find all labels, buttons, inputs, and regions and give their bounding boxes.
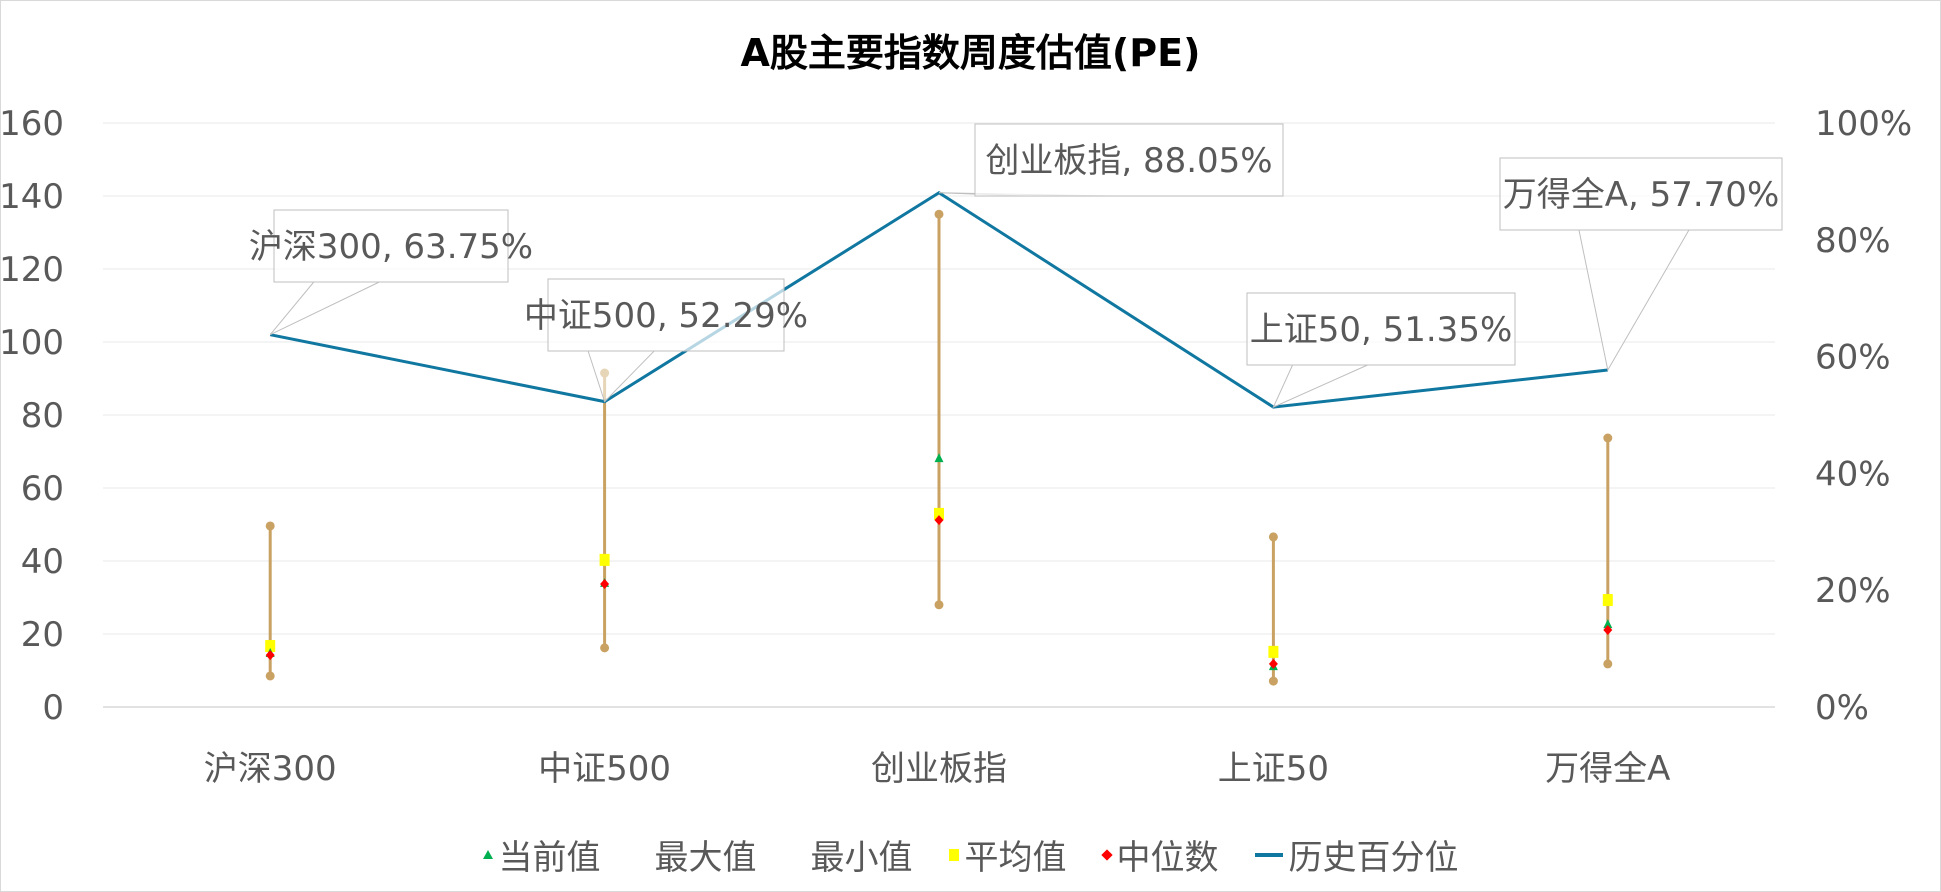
diamond-marker-icon <box>1100 848 1113 861</box>
line-marker-icon <box>1254 852 1283 857</box>
legend-label: 中位数 <box>1116 838 1219 878</box>
min-marker <box>934 600 944 610</box>
mean-marker <box>265 640 276 653</box>
legend-item-percentile[interactable]: 历史百分位 <box>1254 830 1459 879</box>
max-marker <box>1603 433 1613 443</box>
x-axis-category-label: 创业板指 <box>871 749 1007 789</box>
legend-item-min[interactable]: 最小值 <box>793 830 913 879</box>
legend-label: 平均值 <box>964 838 1067 878</box>
square-marker-icon <box>948 848 959 861</box>
callout-label: 万得全A, 57.70% <box>1503 175 1780 215</box>
median-marker <box>1268 658 1278 669</box>
legend-label: 当前值 <box>498 838 601 878</box>
y-axis-left-tick: 40 <box>21 542 64 582</box>
callout-pointer <box>269 281 380 336</box>
data-callout: 创业板指, 88.05% <box>938 123 1284 197</box>
data-callout: 中证500, 52.29% <box>524 278 808 403</box>
callout-label: 上证50, 51.35% <box>1250 310 1513 350</box>
y-axis-left-tick: 20 <box>21 615 64 655</box>
current-marker <box>1603 619 1613 629</box>
x-axis-category-label: 万得全A <box>1545 749 1670 789</box>
legend-item-median[interactable]: 中位数 <box>1100 830 1219 879</box>
y-axis-right-tick: 20% <box>1815 571 1891 611</box>
y-axis-left-tick: 100 <box>0 323 64 363</box>
y-axis-left-tick: 140 <box>0 177 64 217</box>
y-axis-left-tick: 160 <box>0 104 64 144</box>
min-marker <box>600 643 610 653</box>
current-marker <box>934 453 944 463</box>
legend-label: 最大值 <box>654 838 757 878</box>
median-marker <box>265 650 275 661</box>
callout-box <box>547 278 785 352</box>
legend: 当前值 最大值 最小值 平均值 中位数 历史百分位 <box>0 830 1941 879</box>
x-axis-category-label: 中证500 <box>538 749 671 789</box>
blank-marker-icon <box>793 850 805 860</box>
legend-label: 最小值 <box>810 838 913 878</box>
callout-pointer <box>1578 229 1690 372</box>
legend-item-current[interactable]: 当前值 <box>482 830 601 879</box>
callout-label: 中证500, 52.29% <box>524 296 808 336</box>
callout-box <box>974 123 1284 197</box>
min-marker <box>1603 659 1613 669</box>
mean-marker <box>934 507 944 520</box>
mean-marker <box>1268 645 1279 658</box>
callout-box <box>1499 157 1783 231</box>
y-axis-left-tick: 0 <box>42 688 64 728</box>
callout-label: 创业板指, 88.05% <box>985 141 1272 181</box>
x-axis-category-label: 上证50 <box>1218 749 1329 789</box>
median-marker <box>600 578 610 589</box>
median-marker <box>1603 624 1613 635</box>
y-axis-right-tick: 80% <box>1815 221 1891 261</box>
min-marker <box>265 671 275 681</box>
legend-label: 历史百分位 <box>1288 838 1459 878</box>
y-axis-right-tick: 40% <box>1815 454 1891 494</box>
y-axis-left-tick: 120 <box>0 250 64 290</box>
mean-marker <box>1602 594 1613 607</box>
y-axis-right-tick: 60% <box>1815 338 1891 378</box>
triangle-marker-icon <box>482 850 493 859</box>
callout-box <box>1246 292 1516 366</box>
chart-title: A股主要指数周度估值(PE) <box>740 31 1201 75</box>
legend-item-mean[interactable]: 平均值 <box>948 830 1067 879</box>
data-callout: 万得全A, 57.70% <box>1499 157 1783 372</box>
max-marker <box>265 521 275 531</box>
max-marker <box>1268 532 1278 542</box>
data-callout: 上证50, 51.35% <box>1246 292 1516 409</box>
callout-label: 沪深300, 63.75% <box>249 227 533 267</box>
median-marker <box>934 515 944 526</box>
max-marker <box>934 209 944 219</box>
legend-item-max[interactable]: 最大值 <box>637 830 757 879</box>
y-axis-right-tick: 100% <box>1815 104 1912 144</box>
y-axis-right-tick: 0% <box>1815 688 1869 728</box>
y-axis-left-tick: 60 <box>21 469 64 509</box>
min-marker <box>1268 676 1278 686</box>
x-axis-category-label: 沪深300 <box>204 749 337 789</box>
mean-marker <box>599 553 610 566</box>
blank-marker-icon <box>637 850 649 860</box>
data-callout: 沪深300, 63.75% <box>249 209 533 336</box>
y-axis-left-tick: 80 <box>21 396 64 436</box>
callout-box <box>273 209 509 283</box>
